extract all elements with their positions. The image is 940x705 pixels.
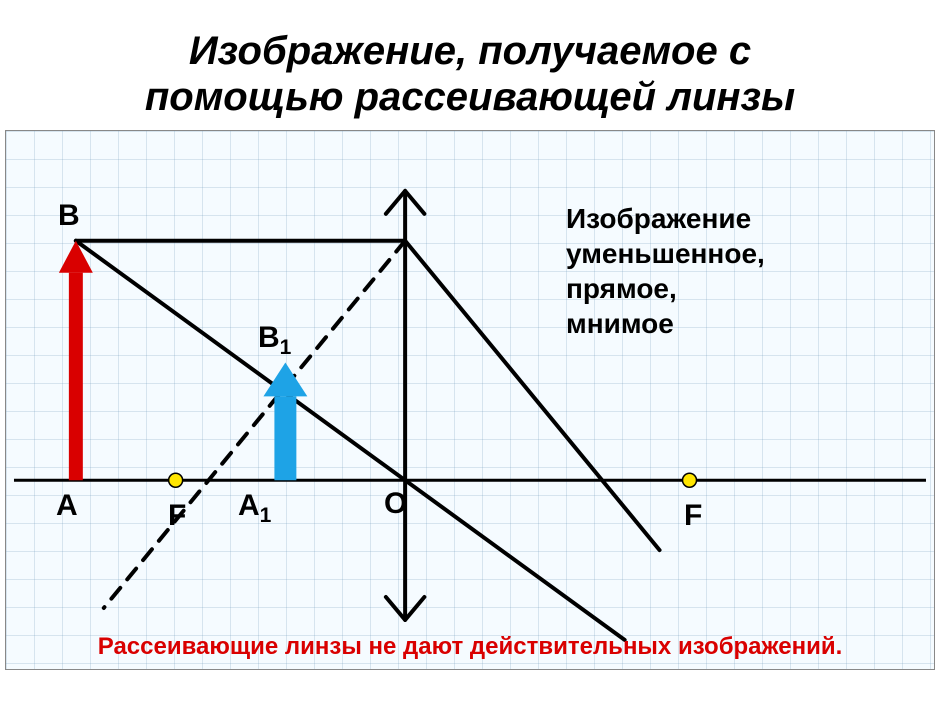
page-title: Изображение, получаемое с помощью рассеи… [0,0,940,130]
title-line-1: Изображение, получаемое с [189,29,751,73]
optics-diagram [6,131,934,670]
label-B: B [58,199,80,233]
title-line-2: помощью рассеивающей линзы [145,75,795,119]
label-A: A [56,489,78,523]
label-O: O [384,487,407,521]
footer-note: Рассеивающие линзы не дают действительны… [6,633,934,661]
label-B1: B1 [258,321,291,360]
image-description: Изображение уменьшенное, прямое, мнимое [566,201,765,341]
label-A1: A1 [238,489,271,528]
desc-line-2: уменьшенное, [566,238,765,269]
label-F-right: F [684,499,702,533]
diagram-frame: B A B1 A1 O F F Изображение уменьшенное,… [5,130,935,670]
desc-line-3: прямое, [566,273,677,304]
label-F-left: F [168,499,186,533]
desc-line-1: Изображение [566,203,751,234]
desc-line-4: мнимое [566,308,674,339]
